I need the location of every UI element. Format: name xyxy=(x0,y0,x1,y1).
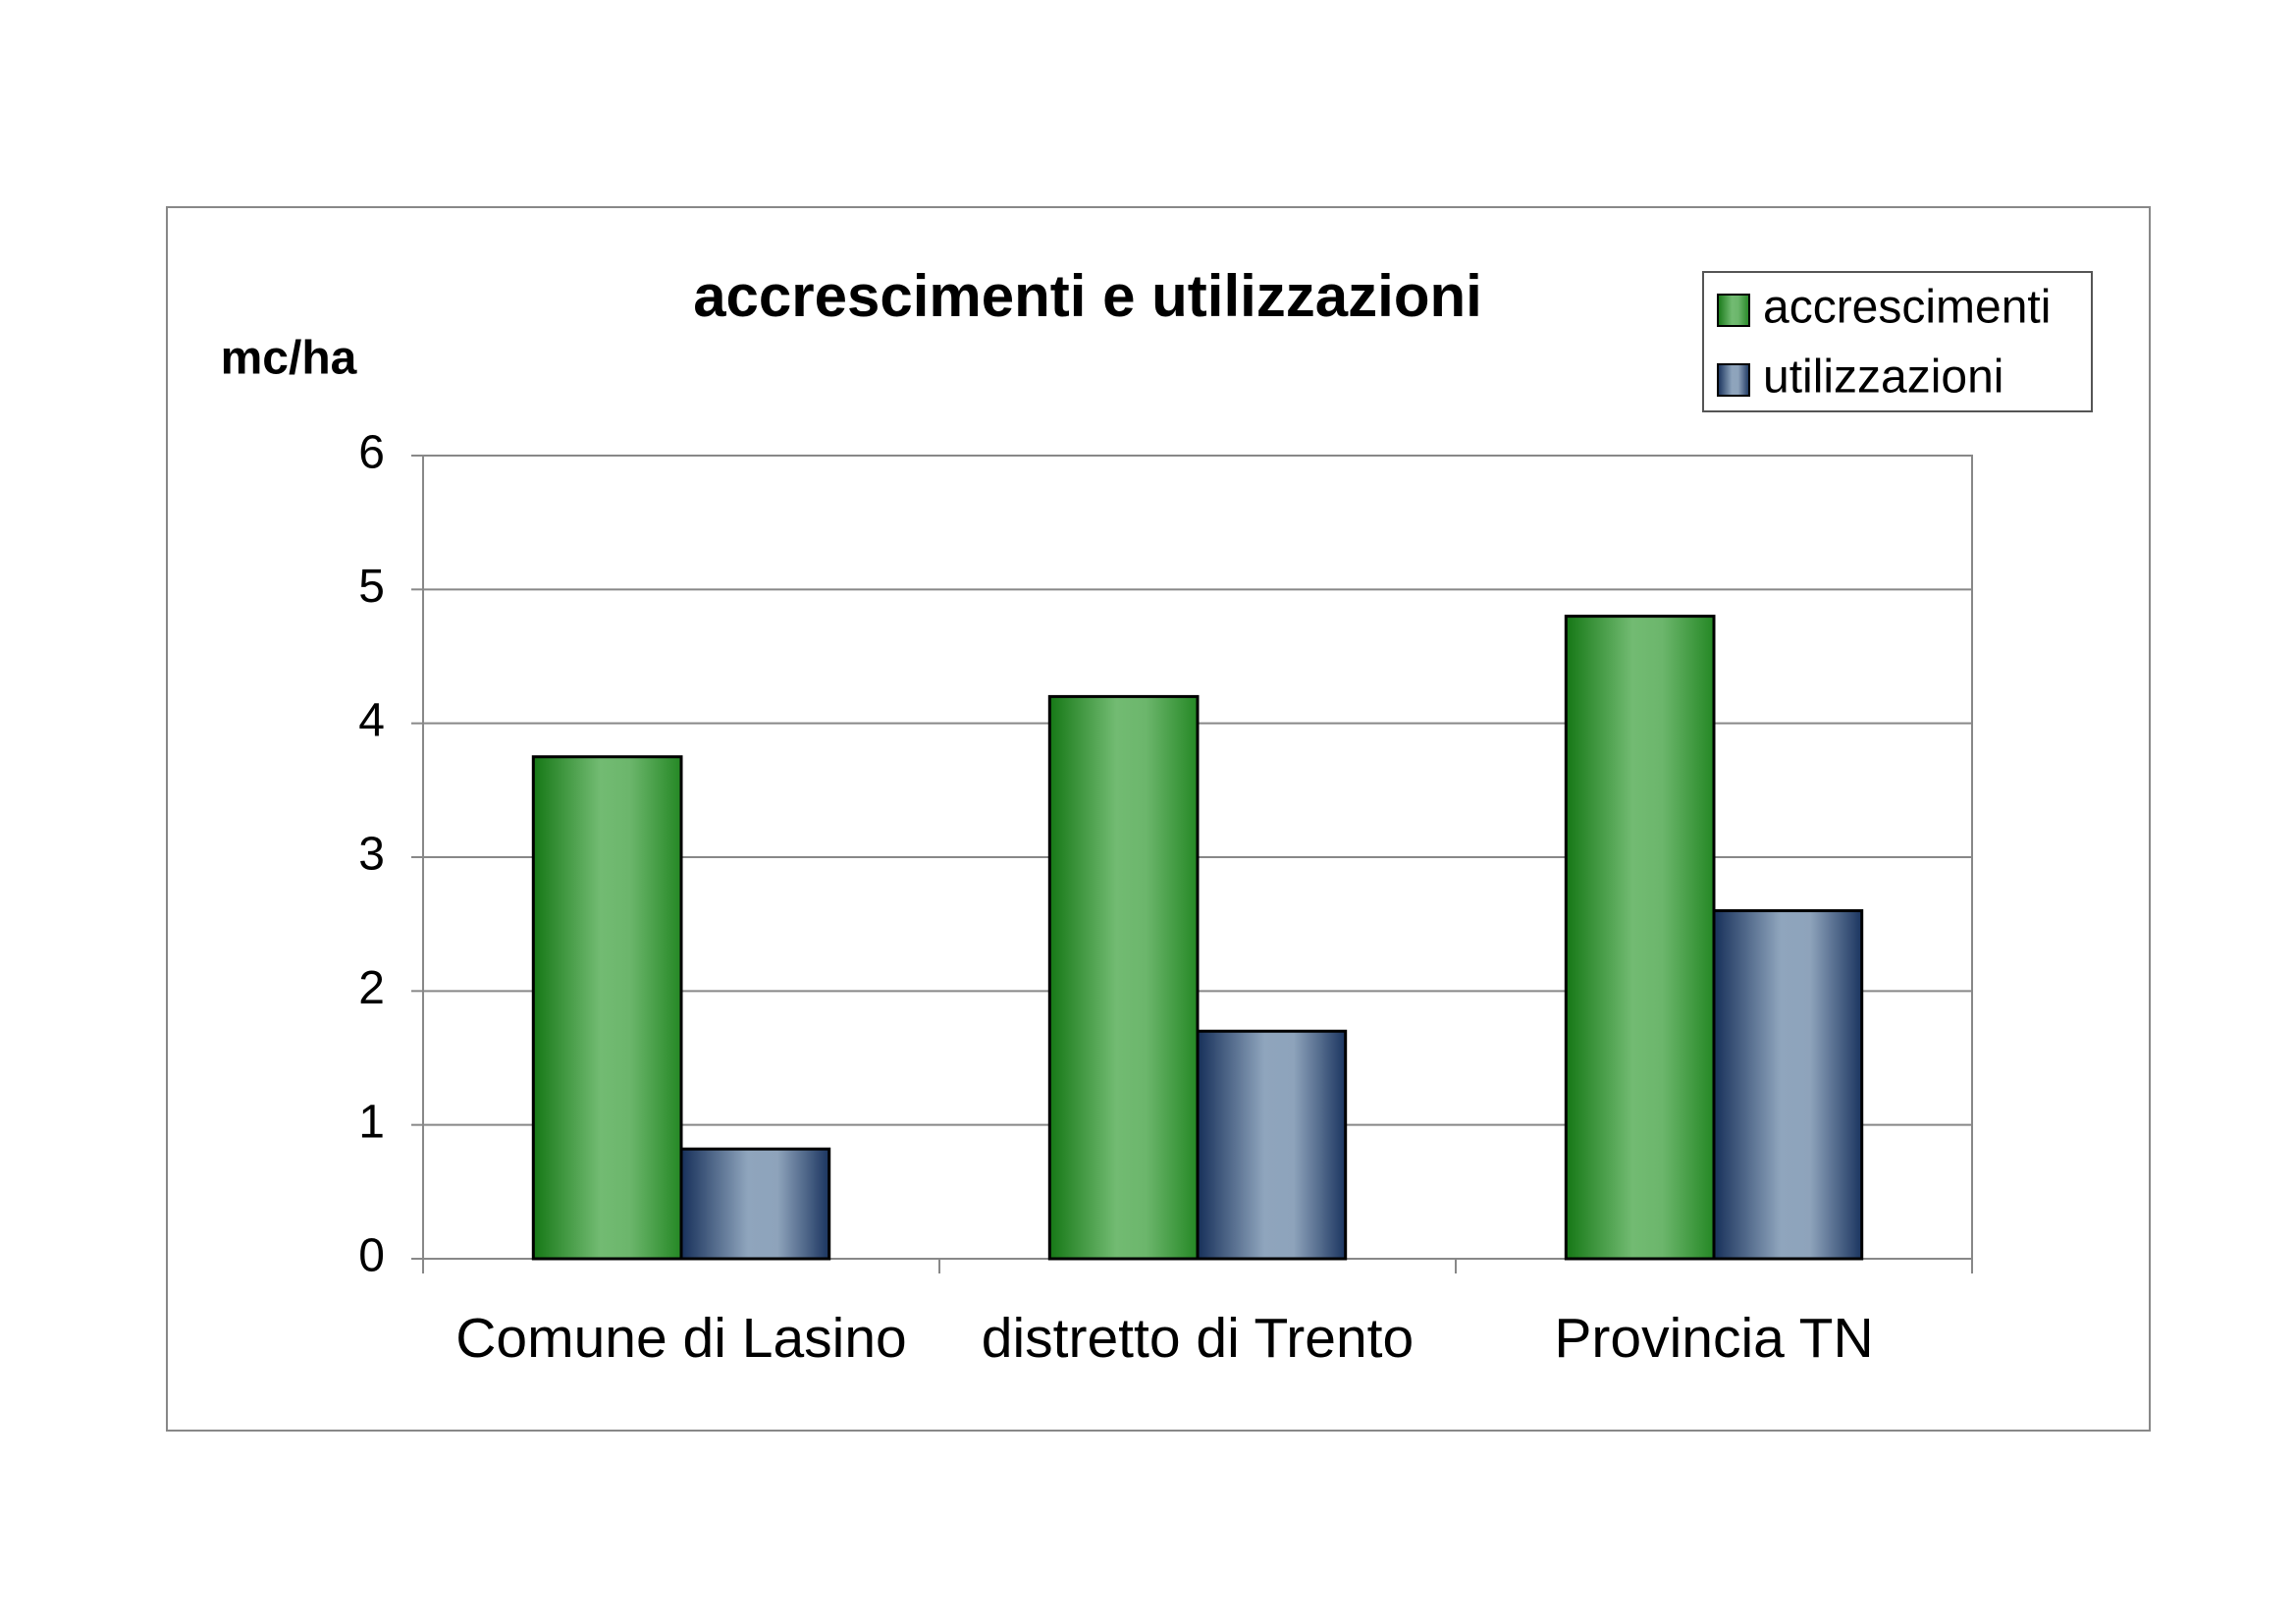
legend-swatch xyxy=(1717,363,1750,397)
y-tick-label: 4 xyxy=(358,694,385,746)
y-tick-label: 0 xyxy=(358,1230,385,1282)
bar xyxy=(1047,694,1200,1261)
legend-swatch xyxy=(1717,294,1750,327)
bar xyxy=(1712,909,1864,1261)
y-axis-label: mc/ha xyxy=(221,333,357,385)
x-tick-label: Comune di Lasino xyxy=(455,1307,906,1370)
bar xyxy=(1196,1029,1348,1261)
chart-title: accrescimenti e utilizzazioni xyxy=(693,263,1482,329)
legend-label: accrescimenti xyxy=(1763,282,2051,334)
bar xyxy=(531,755,683,1261)
y-tick-label: 3 xyxy=(358,829,385,881)
y-tick-label: 5 xyxy=(358,561,385,613)
y-tick-label: 1 xyxy=(358,1096,385,1148)
x-tick-label: Provincia TN xyxy=(1554,1307,1873,1370)
x-tick-label: distretto di Trento xyxy=(982,1307,1414,1370)
y-tick-label: 6 xyxy=(358,427,385,479)
bar xyxy=(679,1147,831,1261)
legend xyxy=(1702,271,2093,412)
bar xyxy=(1564,615,1716,1261)
y-tick-label: 2 xyxy=(358,962,385,1014)
legend-label: utilizzazioni xyxy=(1763,352,2003,404)
